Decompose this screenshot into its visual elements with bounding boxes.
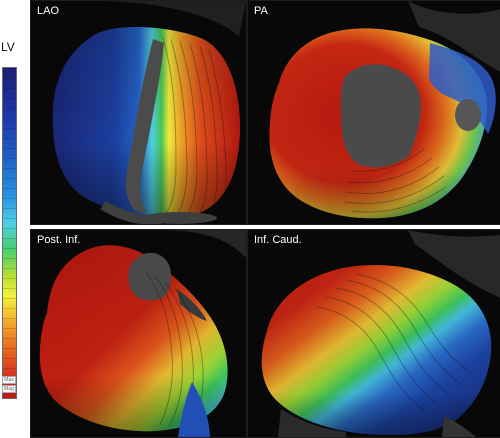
inf-caud-map <box>261 230 500 437</box>
color-legend <box>2 67 17 399</box>
legend-gridmarks <box>3 68 16 398</box>
lv-title: LV <box>1 40 15 54</box>
legend-max-label: Max <box>4 377 14 383</box>
legend-labels: Max Mag <box>2 376 16 394</box>
panel-inf-caud-label: Inf. Caud. <box>254 234 302 246</box>
panel-post-inf-label: Post. Inf. <box>37 234 81 246</box>
legend-mag-label: Mag <box>4 386 14 392</box>
panel-post-inf: Post. Inf. <box>30 229 247 438</box>
lao-map <box>52 1 246 224</box>
legend-max-box: Max <box>2 376 16 384</box>
legend-mag-box: Mag <box>2 385 16 393</box>
pa-map <box>269 1 500 219</box>
panel-lao-label: LAO <box>37 5 60 17</box>
panel-lao: LAO <box>30 0 247 225</box>
panel-pa: PA <box>247 0 500 225</box>
panel-pa-label: PA <box>254 5 268 17</box>
post-inf-map <box>39 230 246 437</box>
panel-inf-caud: Inf. Caud. <box>247 229 500 438</box>
